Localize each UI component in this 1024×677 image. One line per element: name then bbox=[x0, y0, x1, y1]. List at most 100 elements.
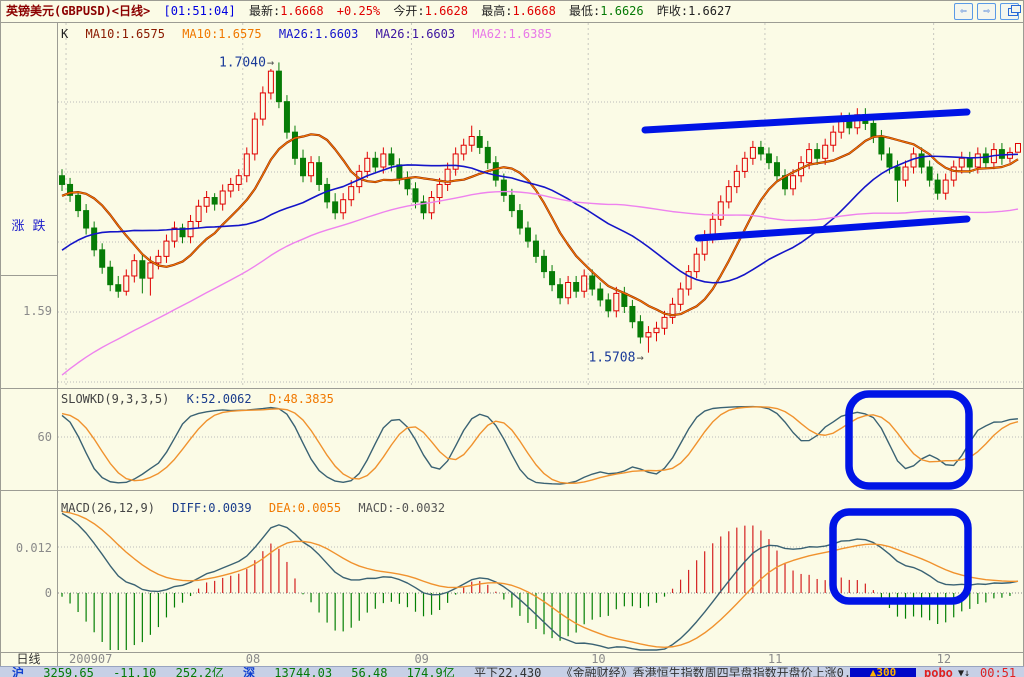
candle bbox=[685, 265, 692, 296]
candle-body bbox=[452, 153, 459, 170]
candle-body bbox=[822, 144, 829, 159]
candle bbox=[259, 86, 266, 126]
candle-body bbox=[380, 153, 387, 168]
candle bbox=[348, 180, 355, 207]
period-selector[interactable]: 日线 bbox=[0, 653, 58, 666]
kd-level-label: 60 bbox=[37, 430, 52, 444]
nav-back-button[interactable]: ⇦ bbox=[954, 3, 973, 20]
candle bbox=[532, 234, 539, 263]
month-label: 12 bbox=[936, 652, 952, 666]
candle-body bbox=[830, 131, 837, 146]
candle-body bbox=[974, 153, 981, 168]
candle-body bbox=[524, 227, 531, 242]
candle bbox=[508, 188, 515, 218]
candle-body bbox=[147, 262, 154, 279]
candle-body bbox=[500, 179, 507, 196]
candle-body bbox=[404, 177, 411, 190]
candle bbox=[364, 151, 371, 178]
candle-body bbox=[741, 157, 748, 172]
candle-body bbox=[364, 157, 371, 172]
candle-body bbox=[275, 70, 282, 103]
candle bbox=[741, 151, 748, 178]
candle-body bbox=[139, 260, 146, 279]
candle-body bbox=[428, 197, 435, 214]
candle bbox=[107, 260, 114, 292]
candle bbox=[918, 147, 925, 174]
candle-body bbox=[163, 240, 170, 257]
candle bbox=[645, 326, 652, 353]
candle-body bbox=[621, 292, 628, 307]
candle-body bbox=[484, 146, 491, 164]
candle bbox=[934, 173, 941, 200]
candle-body bbox=[532, 240, 539, 257]
candle-body bbox=[581, 275, 588, 292]
candle-body bbox=[516, 210, 523, 229]
last-value: 1.6668 bbox=[280, 4, 324, 18]
candle bbox=[59, 169, 66, 191]
candle bbox=[203, 190, 210, 213]
price-axis-label: 1.59 bbox=[23, 304, 52, 318]
annotation-arrow-icon: → bbox=[267, 55, 274, 69]
sz-volume: 174.9亿 bbox=[406, 666, 455, 677]
candle-body bbox=[645, 332, 652, 338]
status-ticker-bar: 沪 3259.65 -11.10 252.2亿 深 13744.03 56.48… bbox=[0, 666, 1024, 677]
candle-body bbox=[717, 201, 724, 220]
quote-time: [01:51:04] bbox=[163, 4, 236, 18]
candle-body bbox=[259, 92, 266, 120]
candle bbox=[267, 68, 274, 100]
month-label: 09 bbox=[414, 652, 429, 666]
candle bbox=[870, 116, 877, 144]
prev-close-value: 1.6627 bbox=[688, 4, 732, 18]
candle-body bbox=[629, 305, 636, 323]
candle bbox=[782, 169, 789, 196]
candle-body bbox=[283, 101, 290, 133]
candle-body bbox=[59, 175, 66, 185]
candle-body bbox=[115, 284, 122, 292]
candle-body bbox=[806, 149, 813, 164]
last-label: 最新: bbox=[248, 4, 281, 18]
candle-body bbox=[613, 292, 620, 312]
candle bbox=[597, 282, 604, 307]
candle bbox=[235, 169, 242, 191]
candle-body bbox=[203, 197, 210, 207]
candle-body bbox=[966, 157, 973, 168]
candle bbox=[982, 147, 989, 170]
sidebar-divider bbox=[57, 23, 58, 652]
open-value: 1.6628 bbox=[424, 4, 468, 18]
candle bbox=[894, 160, 901, 202]
candle-body bbox=[243, 153, 250, 177]
candle bbox=[147, 256, 154, 296]
ticker-extra: 平下22.430 bbox=[474, 666, 542, 677]
candle bbox=[283, 95, 290, 139]
candle bbox=[243, 147, 250, 183]
nav-forward-button[interactable]: ⇨ bbox=[977, 3, 996, 20]
candle bbox=[123, 269, 130, 296]
candle bbox=[500, 173, 507, 202]
candle bbox=[308, 156, 315, 183]
sidebar-box-divider bbox=[0, 275, 57, 276]
symbol-title: 英镑美元(GBPUSD)<日线> bbox=[6, 4, 151, 18]
candle bbox=[942, 173, 949, 200]
candle-body bbox=[195, 205, 202, 222]
candle-body bbox=[669, 303, 676, 318]
candle bbox=[516, 204, 523, 235]
index-quote-box: ▲300 bbox=[850, 667, 916, 677]
candle bbox=[291, 125, 298, 165]
candle-body bbox=[765, 153, 772, 164]
candle-body bbox=[950, 166, 957, 181]
candle-body bbox=[902, 166, 909, 181]
candle-body bbox=[508, 194, 515, 212]
sz-index-change: 56.48 bbox=[351, 666, 388, 677]
highlight-box-drawing bbox=[845, 390, 973, 490]
candle-body bbox=[179, 227, 186, 238]
news-headline[interactable]: 《金融财经》香港恒生指数周四早盘指数开盘价上涨0.96% bbox=[560, 666, 873, 677]
candle-body bbox=[814, 149, 821, 159]
window-restore-button[interactable] bbox=[1000, 3, 1021, 20]
candle-body bbox=[155, 255, 162, 264]
candle-body bbox=[348, 186, 355, 201]
tray-icons[interactable]: ▼↓ bbox=[958, 668, 971, 677]
candle bbox=[629, 299, 636, 329]
high-label: 最高: bbox=[481, 4, 513, 18]
candle-body bbox=[934, 179, 941, 194]
